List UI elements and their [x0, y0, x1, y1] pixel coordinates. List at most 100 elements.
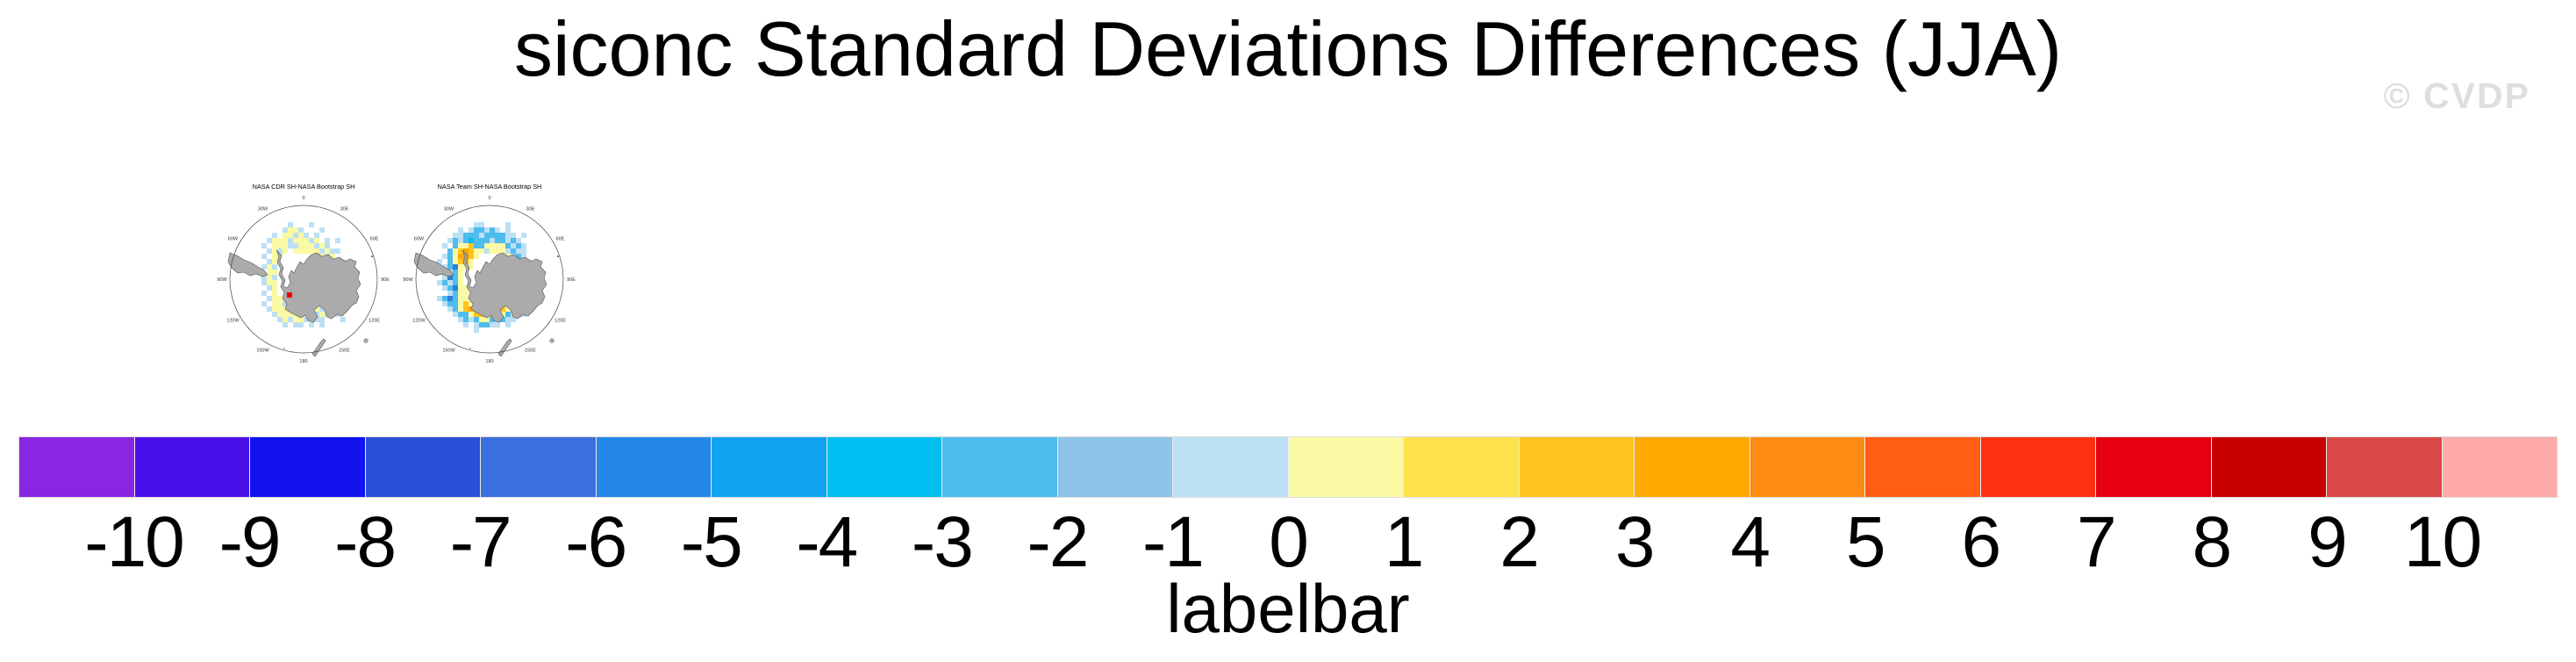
- grid-cell: [272, 238, 277, 243]
- grid-cell: [458, 259, 463, 264]
- longitude-label: 90E: [381, 277, 390, 283]
- grid-cell: [474, 248, 479, 254]
- grid-cell: [442, 243, 447, 248]
- grid-cell: [495, 248, 500, 254]
- grid-cell: [437, 259, 442, 264]
- labelbar-tick-label: 0: [1269, 502, 1309, 582]
- grid-cell: [325, 248, 330, 254]
- longitude-label: 90W: [403, 277, 413, 283]
- grid-cell: [288, 233, 293, 238]
- grid-cell: [283, 312, 288, 317]
- grid-cell: [484, 227, 490, 233]
- grid-cell: [479, 322, 484, 327]
- grid-cell: [521, 254, 526, 259]
- grid-cell: [458, 280, 463, 285]
- grid-cell: [469, 259, 474, 264]
- grid-cell: [511, 317, 516, 322]
- grid-cell: [516, 254, 521, 259]
- grid-cell: [314, 233, 319, 238]
- grid-cell: [490, 243, 495, 248]
- grid-cell: [447, 259, 453, 264]
- labelbar-color-box: [595, 437, 711, 497]
- labelbar-color-box: [1403, 437, 1519, 497]
- longitude-label: 60W: [414, 237, 425, 242]
- grid-cell: [288, 227, 293, 233]
- grid-cell: [505, 233, 511, 238]
- grid-cell: [267, 306, 272, 312]
- grid-cell: [458, 275, 463, 280]
- grid-cell: [298, 227, 304, 233]
- grid-cell: [479, 238, 484, 243]
- grid-cell: [458, 238, 463, 243]
- grid-cell: [495, 243, 500, 248]
- longitude-label: 150E: [525, 349, 536, 354]
- grid-cell: [453, 275, 458, 280]
- labelbar-tick-label: 7: [2077, 502, 2117, 582]
- grid-cell: [267, 238, 272, 243]
- grid-cell: [272, 233, 277, 238]
- grid-cell: [319, 322, 325, 327]
- grid-cell: [304, 238, 309, 243]
- grid-cell: [447, 306, 453, 312]
- grid-cell: [277, 296, 283, 301]
- grid-cell: [261, 275, 267, 280]
- grid-cell: [272, 285, 277, 291]
- grid-cell: [335, 248, 340, 254]
- labelbar-tick-label: -8: [334, 502, 397, 582]
- grid-cell: [261, 243, 267, 248]
- grid-cell: [458, 233, 463, 238]
- longitude-label: 150W: [256, 349, 269, 354]
- grid-cell: [277, 306, 283, 312]
- grid-cell: [505, 322, 511, 327]
- labelbar-tick-label: -10: [84, 502, 185, 582]
- grid-cell: [437, 296, 442, 301]
- grid-cell: [484, 243, 490, 248]
- grid-cell: [261, 254, 267, 259]
- labelbar-tick-label: 3: [1614, 502, 1656, 582]
- grid-cell: [447, 301, 453, 306]
- grid-cell: [272, 248, 277, 254]
- grid-cell: [442, 285, 447, 291]
- grid-cell: [330, 248, 335, 254]
- grid-cell: [447, 238, 453, 243]
- grid-cell: [479, 233, 484, 238]
- grid-cell: [479, 243, 484, 248]
- grid-cell: [500, 317, 505, 322]
- grid-cell: [463, 233, 469, 238]
- map-panel-nasa-team: 0 30E 60E 90E 120E 150E 180 150W 120W 90W 60W 30W NA…: [403, 183, 576, 364]
- grid-cell: [474, 233, 479, 238]
- grid-cell: [458, 243, 463, 248]
- grid-cell: [505, 317, 511, 322]
- grid-cell: [442, 264, 447, 270]
- grid-cell: [277, 248, 283, 254]
- grid-cell: [314, 312, 319, 317]
- grid-cell: [505, 227, 511, 233]
- grid-cell: [298, 233, 304, 238]
- map-title: NASA Team SH-NASA Bootstrap SH: [438, 183, 542, 191]
- grid-cell: [479, 227, 484, 233]
- grid-cell: [484, 317, 490, 322]
- grid-cell: [500, 248, 505, 254]
- grid-cell: [458, 285, 463, 291]
- grid-cell: [495, 227, 500, 233]
- grid-cell: [521, 248, 526, 254]
- labelbar-tick-label: 8: [2192, 502, 2233, 582]
- grid-cell: [309, 238, 314, 243]
- grid-cell: [293, 233, 298, 238]
- longitude-label: 150E: [339, 349, 350, 354]
- grid-cell: [495, 238, 500, 243]
- grid-cell: [463, 285, 469, 291]
- grid-cell: [453, 233, 458, 238]
- grid-cell: [516, 248, 521, 254]
- grid-cell: [283, 243, 288, 248]
- grid-cell: [511, 238, 516, 243]
- grid-cell-overlay: [287, 292, 292, 298]
- grid-cell: [319, 248, 325, 254]
- grid-cell: [458, 291, 463, 296]
- map-boundary-circle: [415, 205, 564, 354]
- longitude-label: 120W: [412, 319, 426, 324]
- grid-cell: [511, 243, 516, 248]
- labelbar-tick-label: -4: [796, 502, 858, 582]
- grid-cell: [277, 312, 283, 317]
- grid-cell: [293, 227, 298, 233]
